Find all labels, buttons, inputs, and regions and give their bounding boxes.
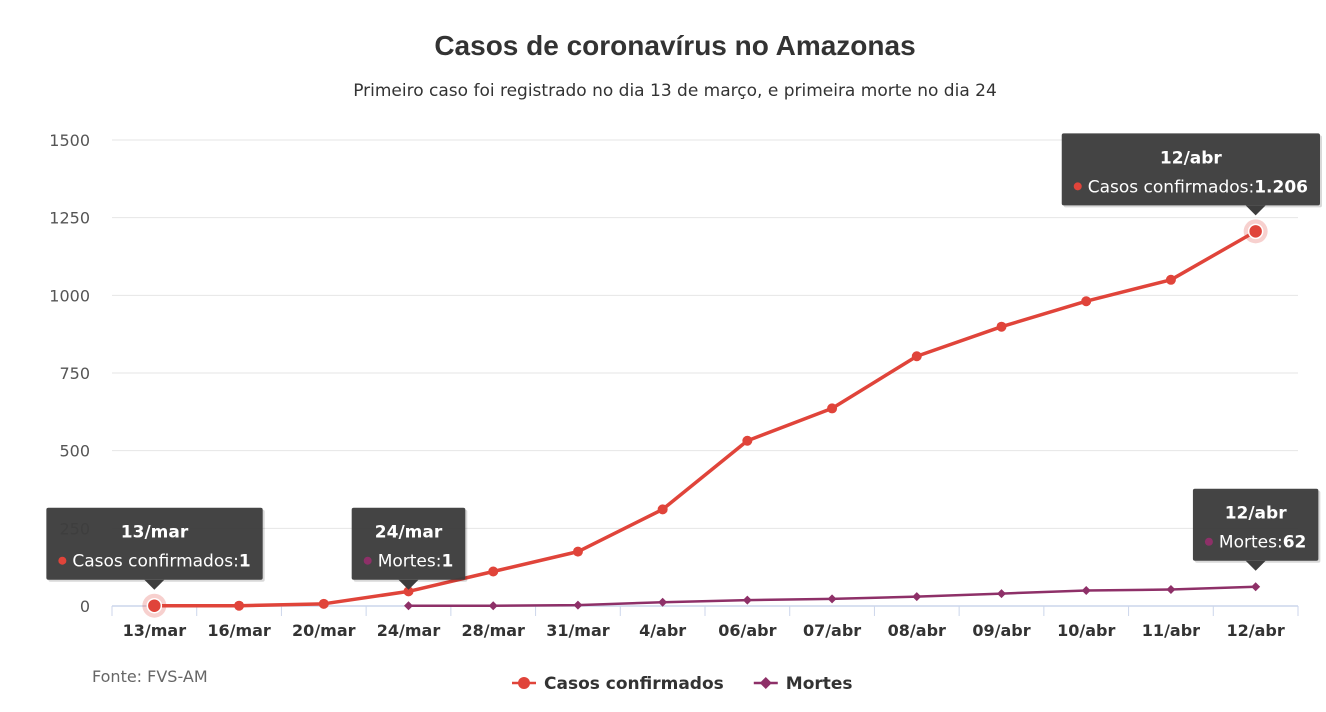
x-tick-label: 07/abr	[803, 621, 861, 640]
hover-point[interactable]	[1247, 223, 1264, 240]
tooltip-label: Casos confirmados:	[1088, 177, 1254, 197]
tooltip-date: 12/abr	[1160, 148, 1223, 168]
data-point[interactable]	[742, 435, 753, 446]
tooltip-box	[1061, 133, 1320, 206]
x-tick-label: 24/mar	[377, 621, 441, 640]
tooltip-box	[46, 507, 263, 580]
y-tick-label: 750	[59, 364, 90, 383]
legend-marker	[518, 677, 530, 689]
tooltip-pointer	[1245, 560, 1266, 571]
y-tick-label: 1250	[49, 209, 90, 228]
x-tick-label: 13/mar	[123, 621, 187, 640]
x-tick-label: 28/mar	[461, 621, 525, 640]
y-tick-label: 0	[80, 597, 90, 616]
x-axis: 13/mar 16/mar 20/mar 24/mar 28/mar 31/mar 4/ab…	[111, 605, 1299, 640]
tooltip-value: 62	[1283, 533, 1307, 553]
tooltip-date: 12/abr	[1225, 504, 1288, 524]
data-point[interactable]	[658, 597, 668, 607]
x-tick-label: 06/abr	[718, 621, 776, 640]
tooltip-value: 1.206	[1254, 177, 1308, 197]
grid	[112, 139, 1298, 529]
series-group	[149, 226, 1261, 611]
data-point[interactable]	[1081, 585, 1091, 595]
source-note: Fonte: FVS-AM	[92, 667, 208, 686]
data-point[interactable]	[997, 589, 1006, 599]
tooltip-label: Mortes:	[1219, 533, 1283, 553]
legend-marker	[759, 677, 772, 689]
x-tick-label: 16/mar	[207, 621, 271, 640]
data-point[interactable]	[996, 321, 1007, 332]
x-tick-label: 31/mar	[546, 621, 610, 640]
legend-label: Casos confirmados	[544, 674, 724, 694]
data-point[interactable]	[827, 403, 838, 414]
legend-label: Mortes	[786, 674, 853, 694]
chart-title: Casos de coronavírus no Amazonas	[434, 30, 915, 61]
tooltip-date: 24/mar	[375, 523, 443, 543]
data-point[interactable]	[742, 595, 752, 605]
tooltip-pointer	[144, 579, 165, 590]
data-point[interactable]	[1166, 585, 1176, 595]
data-point[interactable]	[911, 351, 922, 362]
data-point[interactable]	[572, 546, 583, 557]
data-point[interactable]	[1251, 582, 1261, 592]
data-point[interactable]	[488, 566, 499, 577]
data-point[interactable]	[912, 592, 922, 602]
x-tick-label: 4/abr	[639, 621, 686, 640]
tooltip-series-dot	[1204, 537, 1213, 546]
tooltip: 12/abr Casos confirmados: 1.206	[1061, 133, 1322, 244]
series-casos-confirmados	[149, 226, 1261, 611]
tooltip-box	[351, 507, 466, 580]
y-tick-label: 1000	[49, 286, 90, 305]
tooltip-pointer	[1245, 205, 1266, 216]
data-point[interactable]	[318, 598, 329, 609]
data-point[interactable]	[1081, 296, 1092, 307]
tooltip-value: 1	[239, 552, 251, 572]
tooltip-series-dot	[58, 556, 67, 565]
y-tick-label: 500	[59, 442, 90, 461]
data-point[interactable]	[403, 586, 414, 597]
tooltip: 24/mar Mortes: 1	[351, 507, 468, 590]
tooltip: 12/abr Mortes: 62	[1192, 488, 1321, 571]
tooltip-box	[1192, 488, 1319, 561]
data-point[interactable]	[234, 600, 245, 611]
x-tick-label: 11/abr	[1142, 621, 1200, 640]
tooltip-label: Mortes:	[378, 552, 442, 572]
hover-point[interactable]	[146, 597, 163, 614]
x-tick-label: 20/mar	[292, 621, 356, 640]
series-mortes	[404, 582, 1261, 611]
data-point[interactable]	[488, 601, 498, 611]
legend[interactable]: Casos confirmados Mortes	[512, 674, 853, 694]
x-tick-label: 08/abr	[888, 621, 946, 640]
tooltip-date: 13/mar	[121, 523, 189, 543]
tooltip: 13/mar Casos confirmados: 1	[46, 507, 265, 618]
y-tick-label: 1500	[49, 131, 90, 150]
data-point[interactable]	[404, 601, 413, 611]
x-tick-label: 10/abr	[1057, 621, 1115, 640]
tooltip-series-dot	[1073, 182, 1082, 191]
tooltip-value: 1	[441, 552, 453, 572]
data-point[interactable]	[657, 504, 668, 515]
tooltip-label: Casos confirmados:	[72, 552, 238, 572]
x-tick-label: 12/abr	[1227, 621, 1285, 640]
y-axis: 0250500750100012501500	[49, 131, 90, 616]
x-tick-label: 09/abr	[972, 621, 1030, 640]
data-point[interactable]	[1165, 274, 1176, 285]
series-line	[152, 229, 1258, 608]
chart-subtitle: Primeiro caso foi registrado no dia 13 d…	[353, 81, 997, 101]
legend-item-casos-confirmados[interactable]: Casos confirmados	[512, 674, 724, 694]
tooltip-pointer	[398, 579, 419, 590]
data-point[interactable]	[573, 600, 583, 610]
tooltip-series-dot	[363, 556, 372, 565]
legend-item-mortes[interactable]: Mortes	[753, 674, 853, 694]
data-point[interactable]	[827, 594, 837, 604]
